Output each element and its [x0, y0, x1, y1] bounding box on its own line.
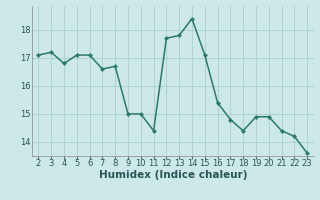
X-axis label: Humidex (Indice chaleur): Humidex (Indice chaleur) — [99, 170, 247, 180]
